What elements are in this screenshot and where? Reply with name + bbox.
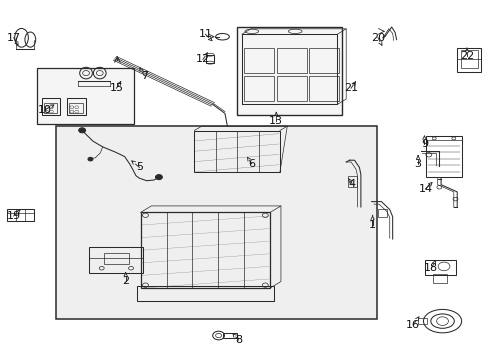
Bar	[67, 98, 85, 115]
Text: 18: 18	[424, 263, 437, 273]
Text: 22: 22	[459, 51, 473, 61]
Bar	[276, 76, 306, 101]
Text: 6: 6	[248, 159, 255, 169]
Bar	[89, 247, 143, 273]
Bar	[37, 68, 134, 124]
Bar	[244, 48, 274, 73]
Text: 7: 7	[141, 71, 147, 81]
Bar	[206, 55, 214, 63]
Text: 15: 15	[109, 83, 123, 93]
Bar	[104, 253, 128, 264]
Bar	[194, 130, 279, 172]
Bar	[276, 48, 306, 73]
Bar	[417, 318, 426, 324]
Bar	[460, 50, 477, 68]
Bar	[347, 176, 356, 187]
Bar	[456, 48, 480, 72]
Text: 4: 4	[348, 179, 355, 189]
Circle shape	[88, 157, 93, 161]
Text: 8: 8	[235, 335, 242, 345]
Text: 13: 13	[269, 116, 283, 126]
Bar	[223, 333, 237, 338]
Text: 14: 14	[418, 184, 431, 194]
Text: 16: 16	[406, 320, 419, 330]
Circle shape	[79, 128, 85, 133]
Text: 10: 10	[38, 105, 52, 115]
Bar	[237, 27, 342, 115]
Bar	[308, 48, 338, 73]
Bar	[377, 209, 386, 217]
Circle shape	[155, 175, 162, 180]
Bar	[43, 103, 57, 113]
Bar	[308, 76, 338, 101]
Text: 5: 5	[136, 162, 142, 172]
Text: 20: 20	[370, 33, 384, 43]
Bar	[432, 274, 446, 283]
Text: 11: 11	[198, 29, 212, 39]
Bar	[244, 76, 274, 101]
Bar	[41, 98, 60, 115]
Text: 19: 19	[7, 211, 20, 221]
Bar	[425, 260, 455, 275]
Bar	[141, 212, 269, 288]
Text: 2: 2	[122, 276, 129, 286]
Bar	[425, 136, 461, 177]
Text: 3: 3	[414, 159, 421, 169]
Text: 21: 21	[344, 83, 357, 93]
Bar	[7, 209, 34, 221]
Bar	[136, 286, 273, 301]
Bar	[69, 103, 82, 113]
Text: 12: 12	[196, 54, 209, 64]
Text: 9: 9	[420, 139, 427, 149]
Text: 1: 1	[368, 220, 375, 230]
Text: 17: 17	[7, 33, 20, 43]
Bar	[56, 126, 376, 319]
